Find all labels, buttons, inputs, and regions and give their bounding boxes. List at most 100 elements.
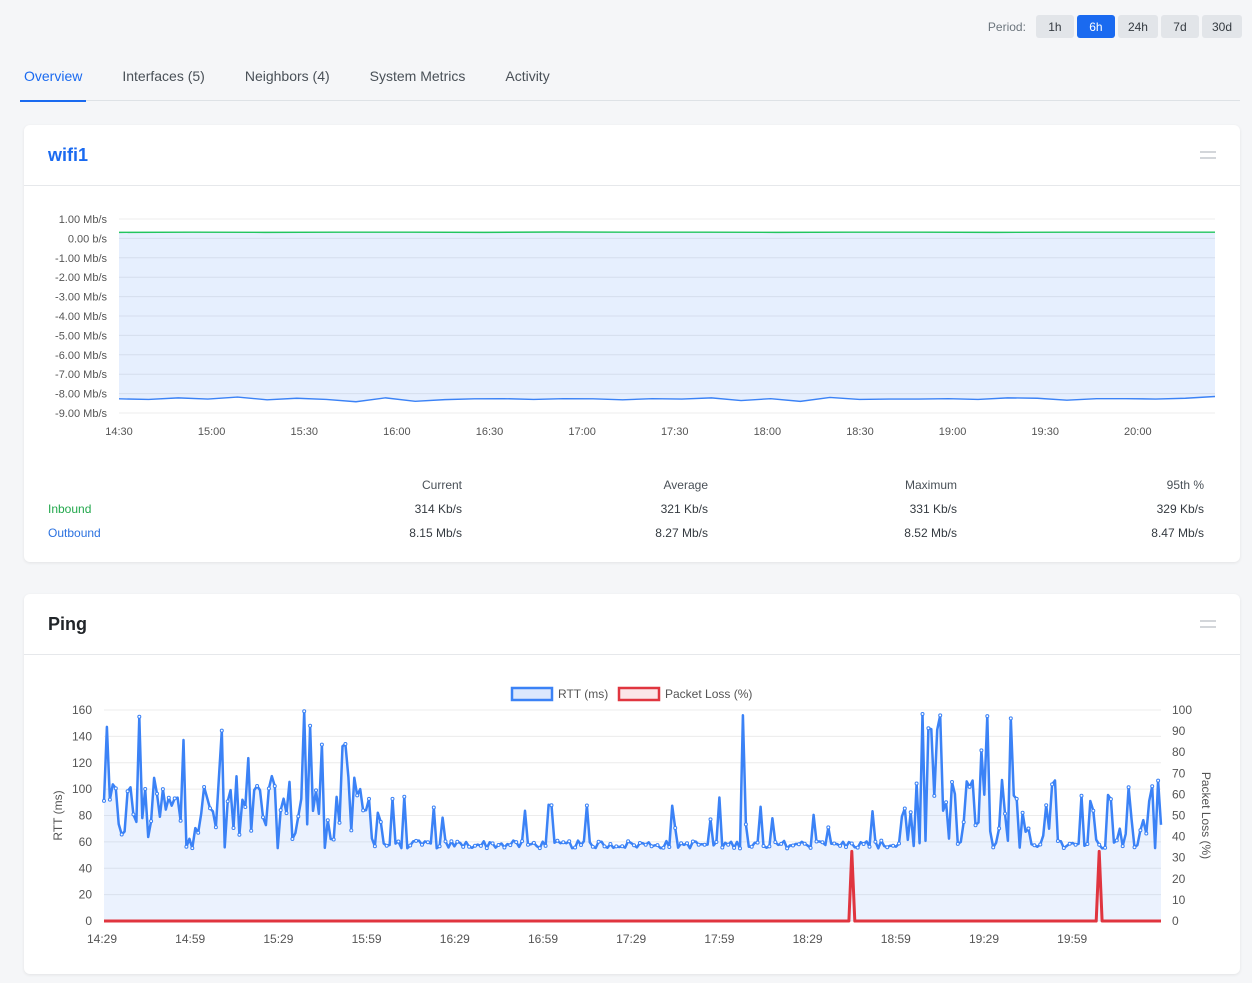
rtt-point bbox=[626, 839, 631, 844]
rtt-point bbox=[478, 843, 483, 848]
y-left-tick-label: 20 bbox=[79, 888, 93, 902]
rtt-point bbox=[1108, 797, 1113, 802]
rtt-point bbox=[991, 845, 996, 850]
rtt-point bbox=[213, 825, 218, 830]
rtt-point bbox=[761, 844, 766, 848]
rtt-point bbox=[261, 815, 265, 820]
rtt-point bbox=[655, 843, 660, 848]
ping-card-header: Ping bbox=[24, 594, 1240, 655]
inbound-current: 314 Kb/s bbox=[414, 502, 462, 516]
x-tick-label: 14:59 bbox=[175, 932, 205, 946]
rtt-point bbox=[390, 796, 395, 801]
rtt-point bbox=[926, 726, 931, 731]
rtt-point bbox=[302, 709, 307, 714]
outbound-series-line bbox=[118, 395, 1216, 403]
period-24h-button[interactable]: 24h bbox=[1117, 15, 1158, 38]
y-right-tick-label: 90 bbox=[1172, 724, 1186, 738]
y-tick-label: -8.00 Mb/s bbox=[55, 389, 107, 401]
rtt-point bbox=[637, 841, 642, 845]
rtt-point bbox=[343, 742, 348, 746]
rtt-point bbox=[584, 803, 589, 808]
rtt-point bbox=[502, 845, 507, 850]
rtt-point bbox=[985, 714, 990, 719]
y-tick-label: -2.00 Mb/s bbox=[55, 272, 107, 284]
stats-header-current: Current bbox=[421, 478, 462, 492]
y-left-tick-label: 140 bbox=[72, 729, 92, 743]
x-tick-label: 20:00 bbox=[1124, 426, 1152, 438]
rtt-point bbox=[102, 798, 106, 803]
wifi-card-title[interactable]: wifi1 bbox=[48, 144, 89, 165]
rtt-point bbox=[1150, 784, 1155, 789]
tab-overview[interactable]: Overview bbox=[19, 54, 87, 102]
rtt-point bbox=[673, 826, 678, 830]
tab-bar: Overview Interfaces (5) Neighbors (4) Sy… bbox=[19, 54, 1240, 102]
rtt-point bbox=[1138, 828, 1143, 833]
tab-system-metrics[interactable]: System Metrics bbox=[369, 68, 466, 84]
tab-activity[interactable]: Activity bbox=[505, 68, 550, 84]
rtt-point bbox=[125, 789, 130, 794]
x-tick-label: 18:30 bbox=[846, 426, 874, 438]
rtt-point bbox=[867, 844, 872, 849]
outbound-maximum: 8.52 Mb/s bbox=[904, 526, 957, 540]
rtt-point bbox=[1032, 843, 1037, 848]
rtt-point bbox=[873, 839, 878, 844]
rtt-point bbox=[319, 742, 324, 747]
rtt-point bbox=[685, 841, 689, 846]
wifi-card-header: wifi1 bbox=[24, 125, 1240, 186]
rtt-point bbox=[208, 806, 212, 811]
x-tick-label: 19:59 bbox=[1057, 932, 1087, 946]
period-7d-button[interactable]: 7d bbox=[1160, 15, 1199, 38]
rtt-point bbox=[526, 842, 530, 847]
rtt-point bbox=[284, 811, 289, 816]
rtt-point bbox=[396, 839, 401, 844]
rtt-point bbox=[802, 841, 807, 846]
x-tick-label: 14:29 bbox=[87, 932, 117, 946]
y-tick-label: 1.00 Mb/s bbox=[59, 214, 108, 226]
y-right-tick-label: 20 bbox=[1172, 872, 1186, 886]
stats-header-maximum: Maximum bbox=[904, 478, 957, 492]
ping-chart: 0 20 40 60 80 100 120 140 160 0 10 20 30 40 50 60 70 80 90… bbox=[51, 686, 1213, 946]
rtt-point bbox=[231, 826, 236, 830]
y-left-axis-label: RTT (ms) bbox=[51, 790, 65, 840]
rtt-point bbox=[826, 825, 831, 830]
rtt-point bbox=[514, 840, 519, 845]
rtt-point bbox=[184, 844, 189, 849]
rtt-point bbox=[755, 840, 760, 845]
rtt-point bbox=[119, 832, 124, 837]
rtt-point bbox=[1079, 793, 1084, 798]
x-tick-label: 16:59 bbox=[528, 932, 558, 946]
rtt-point bbox=[590, 844, 595, 849]
rtt-point bbox=[632, 843, 636, 848]
y-right-axis-label: Packet Loss (%) bbox=[1199, 772, 1213, 859]
rtt-point bbox=[696, 842, 701, 847]
period-6h-button[interactable]: 6h bbox=[1076, 15, 1115, 38]
rtt-point bbox=[891, 843, 896, 848]
rtt-point bbox=[814, 839, 819, 844]
x-tick-label: 19:00 bbox=[939, 426, 967, 438]
rtt-point bbox=[661, 845, 666, 850]
rtt-point bbox=[1126, 785, 1131, 790]
rtt-point bbox=[820, 840, 825, 845]
x-tick-label: 18:29 bbox=[793, 932, 823, 946]
outbound-95th: 8.47 Mb/s bbox=[1151, 526, 1204, 540]
rtt-point bbox=[243, 805, 248, 809]
rtt-point bbox=[620, 844, 625, 849]
rtt-point bbox=[950, 780, 954, 784]
rtt-point bbox=[420, 842, 424, 847]
rtt-point bbox=[290, 837, 295, 841]
period-1h-button[interactable]: 1h bbox=[1035, 15, 1074, 38]
tab-interfaces[interactable]: Interfaces (5) bbox=[122, 68, 205, 84]
drag-handle-icon[interactable] bbox=[1200, 151, 1216, 159]
rtt-point bbox=[1038, 842, 1043, 847]
rtt-point bbox=[543, 843, 548, 848]
tab-neighbors[interactable]: Neighbors (4) bbox=[244, 68, 330, 84]
rtt-point bbox=[437, 844, 442, 849]
x-tick-label: 18:59 bbox=[881, 932, 911, 946]
rtt-point bbox=[137, 714, 142, 719]
y-right-tick-label: 80 bbox=[1172, 745, 1186, 759]
x-tick-label: 17:59 bbox=[704, 932, 734, 946]
period-30d-button[interactable]: 30d bbox=[1201, 15, 1242, 38]
rtt-point bbox=[838, 843, 843, 848]
rtt-point bbox=[1020, 810, 1025, 815]
drag-handle-icon[interactable] bbox=[1200, 620, 1216, 628]
